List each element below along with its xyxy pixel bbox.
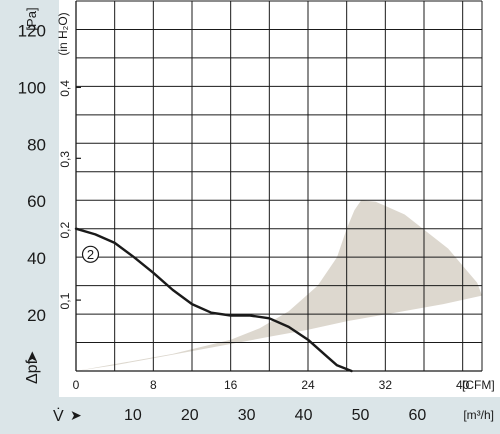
left-axis-panel — [0, 0, 59, 434]
x-tick-label-cfm: 32 — [379, 378, 393, 392]
x-unit-label-cfm: [CFM] — [462, 378, 495, 392]
inner-axis-tick-label: 0,4 — [58, 80, 72, 97]
fan-curve-2 — [74, 227, 353, 373]
inner-axis-tick-label: 0,1 — [58, 292, 72, 309]
x-tick-label-m3h: 60 — [408, 407, 426, 424]
x-unit-label-m3h: [m³/h] — [463, 408, 494, 422]
y-tick-label: 20 — [27, 306, 46, 325]
inner-axis-tick-label: 0,3 — [58, 151, 72, 168]
pressure-arrow-icon: ➤ — [24, 351, 41, 364]
x-tick-label-m3h: 10 — [124, 407, 142, 424]
y-tick-label: 120 — [18, 21, 46, 40]
y-tick-label: 80 — [27, 135, 46, 154]
flow-arrow-icon: ➤ — [70, 407, 82, 423]
x-tick-label-cfm: 24 — [301, 378, 315, 392]
y-tick-label: 40 — [27, 249, 46, 268]
bottom-axis-panel — [0, 397, 500, 434]
x-tick-label-m3h: 20 — [181, 407, 199, 424]
flow-symbol-label: V̇ — [53, 407, 64, 425]
x-tick-label-m3h: 30 — [238, 407, 256, 424]
x-tick-label-m3h: 40 — [295, 407, 313, 424]
operating-range-band — [76, 200, 482, 371]
inner-axis-unit-label: (in H₂O) — [56, 12, 70, 55]
inner-axis-tick-label: 0,2 — [58, 222, 72, 239]
x-tick-label-cfm: 16 — [224, 378, 238, 392]
y-tick-label: 60 — [27, 192, 46, 211]
x-tick-label-cfm: 8 — [150, 378, 157, 392]
y-unit-label: [Pa] — [24, 7, 39, 30]
curve-label-circle — [81, 245, 100, 263]
x-tick-label-cfm: 0 — [73, 378, 80, 392]
x-tick-label-m3h: 50 — [352, 407, 370, 424]
y-tick-label: 100 — [18, 78, 46, 97]
x-tick-label-cfm: 40 — [456, 378, 470, 392]
pressure-symbol-label: Δpf — [24, 359, 41, 384]
plot-area — [76, 1, 482, 371]
curve-label: 2 — [87, 247, 94, 262]
